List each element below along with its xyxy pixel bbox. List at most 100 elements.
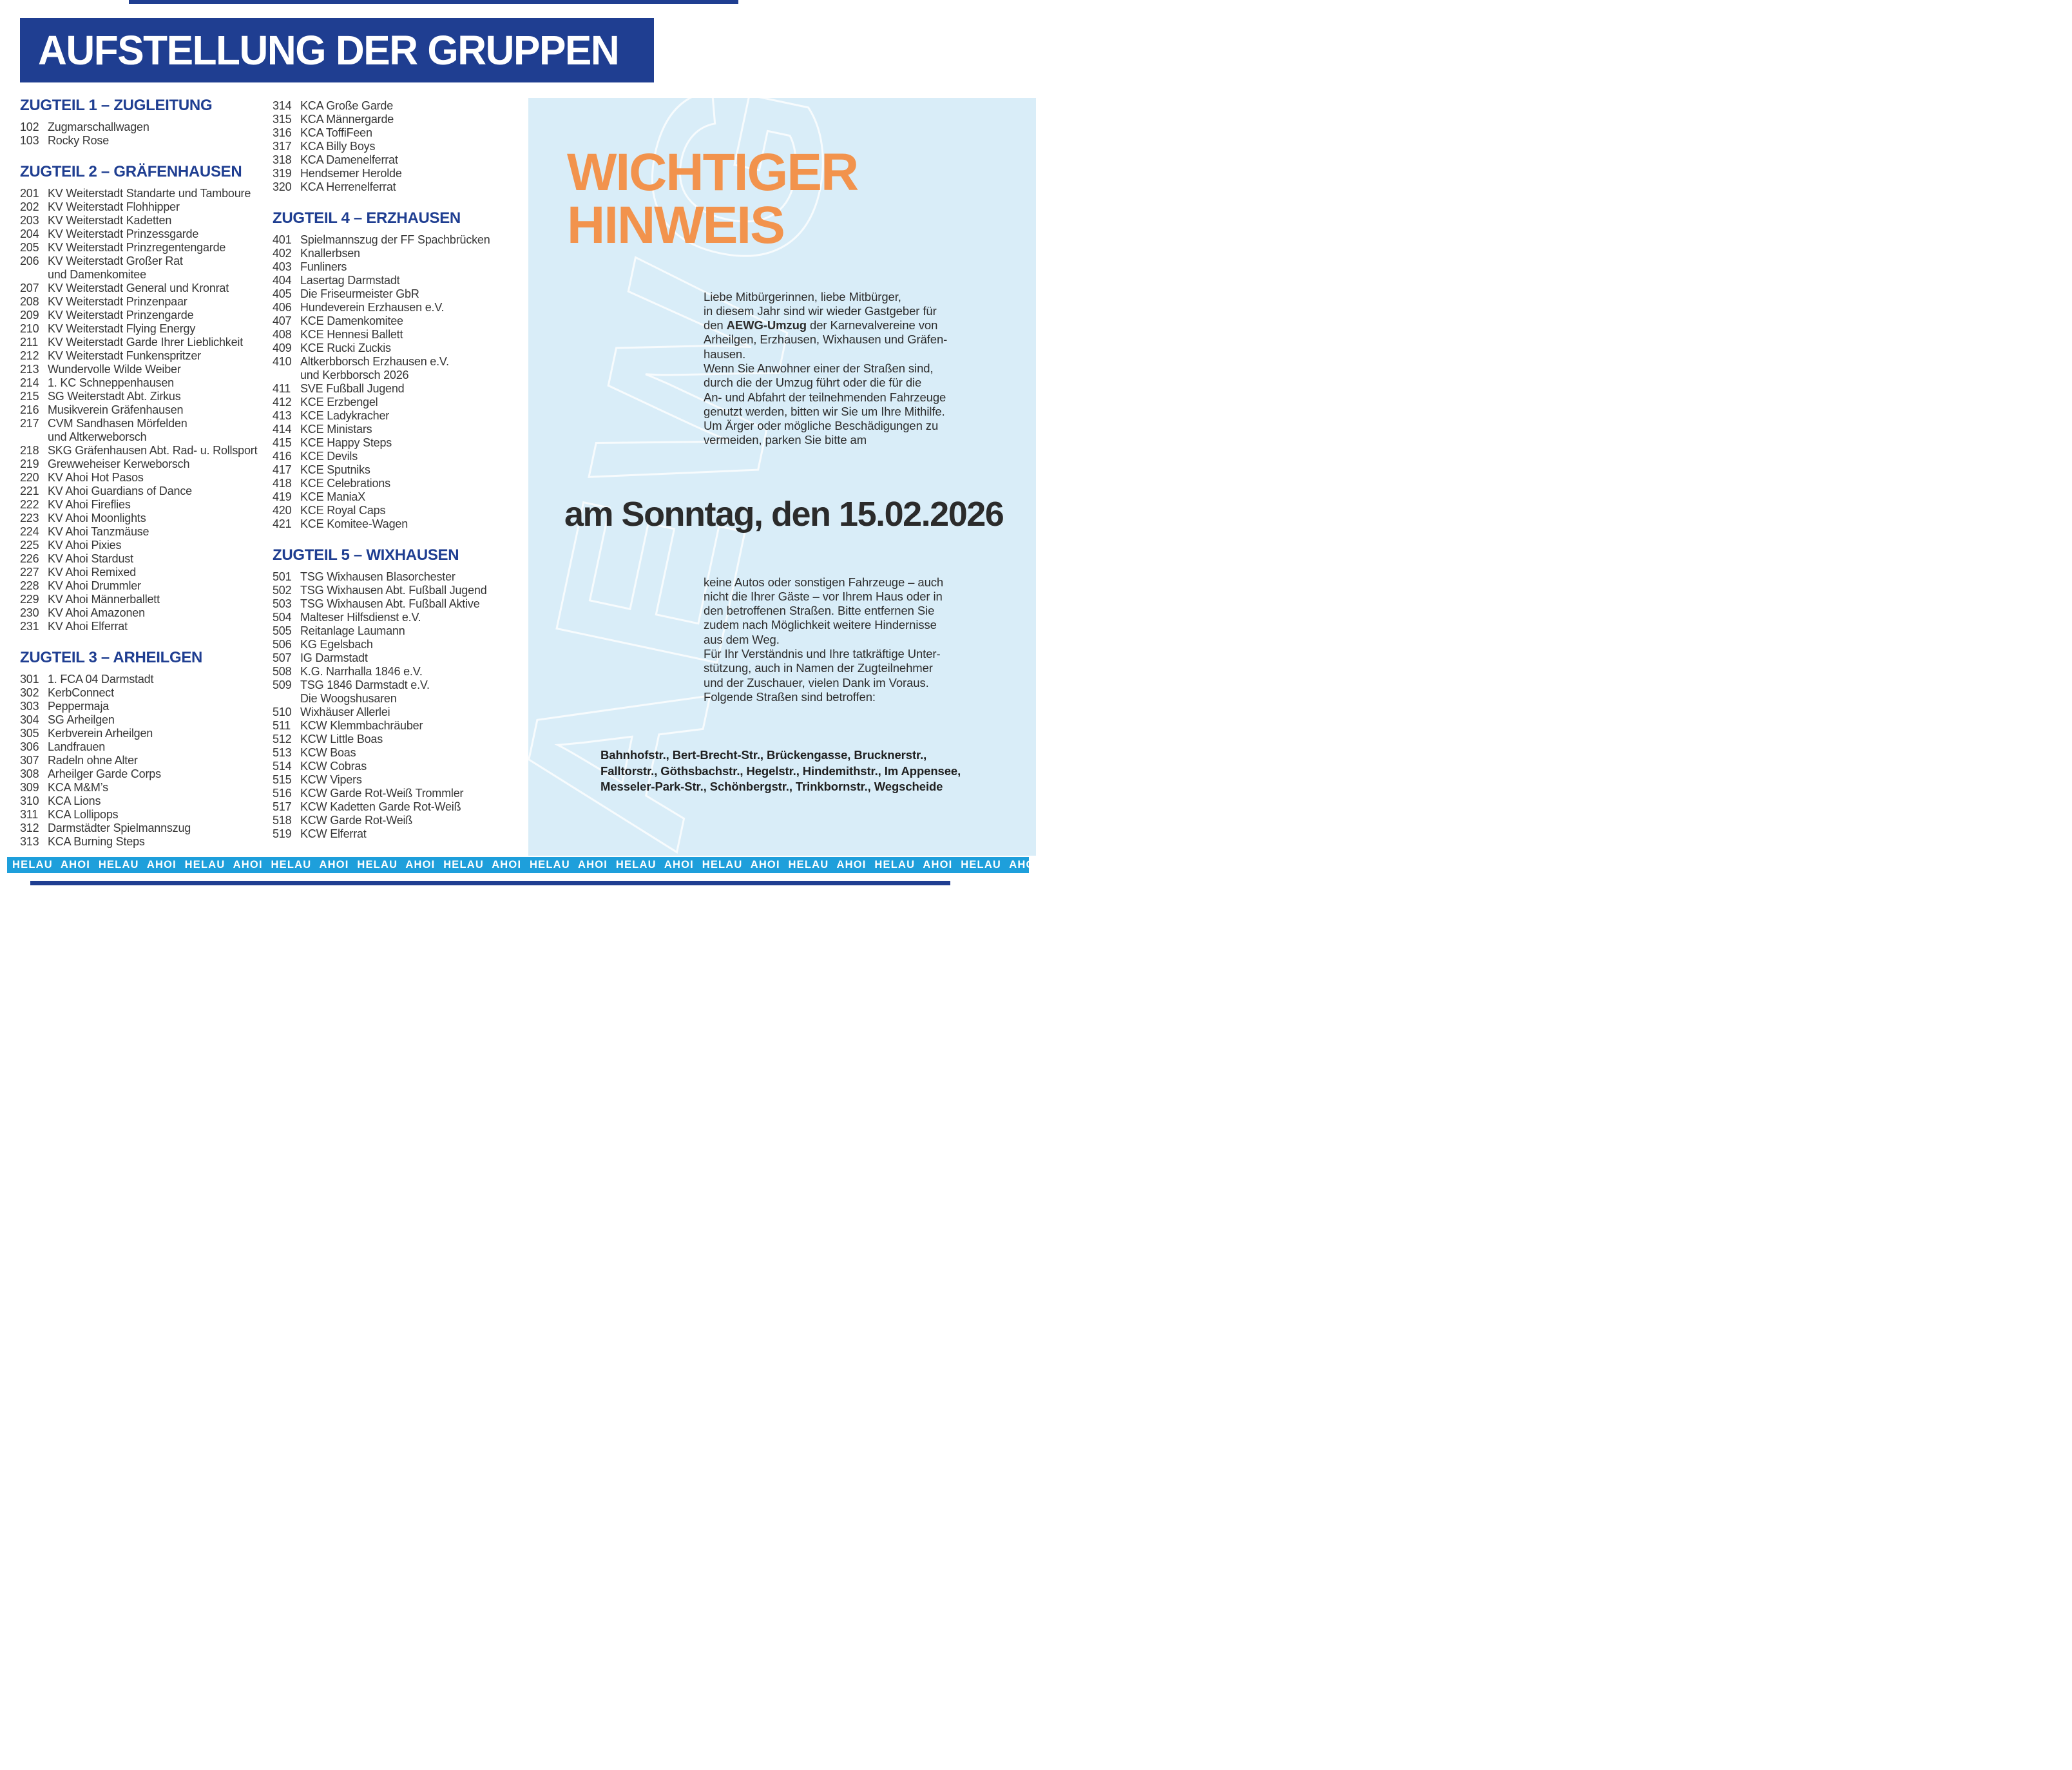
- item-name: KCA Herrenelferrat: [300, 180, 396, 193]
- item-number: 407: [273, 314, 292, 327]
- list-item: 412 KCE Erzbengel: [273, 396, 525, 409]
- item-number: 302: [20, 686, 39, 699]
- item-number: 211: [20, 336, 39, 349]
- item-name: KCE ManiaX: [300, 490, 366, 503]
- list-item: 231 KV Ahoi Elferrat: [20, 620, 273, 633]
- item-name: Knallerbsen: [300, 247, 360, 260]
- item-name: KV Weiterstadt Großer Rat: [48, 255, 183, 267]
- item-number: 206: [20, 255, 39, 267]
- list-item: 203 KV Weiterstadt Kadetten: [20, 214, 273, 227]
- item-name: KCA ToffiFeen: [300, 126, 372, 139]
- list-item: 407 KCE Damenkomitee: [273, 314, 525, 328]
- item-name: KCE Devils: [300, 450, 358, 463]
- list-item: 214 1. KC Schneppenhausen: [20, 376, 273, 390]
- item-number: 318: [273, 153, 292, 166]
- item-name: KCE Sputniks: [300, 463, 370, 476]
- list-item: 408 KCE Hennesi Ballett: [273, 328, 525, 341]
- item-number: 204: [20, 227, 39, 240]
- item-name: KCE Ladykracher: [300, 409, 390, 422]
- item-number: 313: [20, 835, 39, 848]
- column-left: ZUGTEIL 1 – ZUGLEITUNG 102 Zugmarschallw…: [20, 97, 273, 864]
- item-name: KV Ahoi Moonlights: [48, 512, 146, 524]
- item-number: 309: [20, 781, 39, 794]
- list-item: 317 KCA Billy Boys: [273, 140, 525, 153]
- item-name: KCW Garde Rot-Weiß: [300, 814, 413, 827]
- item-number: 519: [273, 827, 292, 840]
- list-item: 506 KG Egelsbach: [273, 638, 525, 651]
- list-item: 404 Lasertag Darmstadt: [273, 274, 525, 287]
- item-number: 312: [20, 822, 39, 834]
- list-item: 305 Kerbverein Arheilgen: [20, 727, 273, 740]
- item-name: KCE Happy Steps: [300, 436, 392, 449]
- item-number: 515: [273, 773, 292, 786]
- item-name: KCE Damenkomitee: [300, 314, 403, 327]
- item-number: 314: [273, 99, 292, 112]
- list-item: 406 Hundeverein Erzhausen e.V.: [273, 301, 525, 314]
- item-name: Grewweheiser Kerweborsch: [48, 457, 190, 470]
- item-number: 420: [273, 504, 292, 517]
- list-item: 511 KCW Klemmbachräuber: [273, 719, 525, 733]
- item-name: Landfrauen: [48, 740, 106, 753]
- item-number: 102: [20, 120, 39, 133]
- item-number: 310: [20, 794, 39, 807]
- item-number: 216: [20, 403, 39, 416]
- list-item: 312 Darmstädter Spielmannszug: [20, 822, 273, 835]
- item-name: KV Weiterstadt Prinzenpaar: [48, 295, 187, 308]
- item-name-continuation: und Damenkomitee: [48, 268, 146, 281]
- list-item: 517 KCW Kadetten Garde Rot-Weiß: [273, 800, 525, 814]
- item-name: KV Ahoi Amazonen: [48, 606, 145, 619]
- item-name: KV Ahoi Remixed: [48, 566, 137, 579]
- group-list: 501 TSG Wixhausen Blasorchester 502 TSG …: [273, 570, 525, 841]
- item-name: KCE Ministars: [300, 423, 372, 436]
- list-item: 301 1. FCA 04 Darmstadt: [20, 673, 273, 686]
- item-number: 501: [273, 570, 292, 583]
- list-item: 202 KV Weiterstadt Flohhipper: [20, 200, 273, 214]
- item-number: 512: [273, 733, 292, 746]
- list-item: 219 Grewweheiser Kerweborsch: [20, 457, 273, 471]
- item-name: KV Weiterstadt Standarte und Tamboure: [48, 187, 251, 200]
- item-number: 217: [20, 417, 39, 430]
- list-item: 413 KCE Ladykracher: [273, 409, 525, 423]
- item-name: KCA Billy Boys: [300, 140, 376, 153]
- item-number: 223: [20, 512, 39, 524]
- item-name: KV Weiterstadt Flohhipper: [48, 200, 180, 213]
- item-name-continuation: und Kerbborsch 2026: [300, 369, 409, 381]
- list-item: 501 TSG Wixhausen Blasorchester: [273, 570, 525, 584]
- item-number: 502: [273, 584, 292, 597]
- item-name: KCW Garde Rot-Weiß Trommler: [300, 787, 464, 800]
- group-list: 301 1. FCA 04 Darmstadt 302 KerbConnect …: [20, 673, 273, 849]
- item-name: KCW Boas: [300, 746, 356, 759]
- notice-paragraph-1-rest: der Karnevalvereine von Arheilgen, Erzha…: [704, 318, 948, 447]
- list-item: 403 Funliners: [273, 260, 525, 274]
- item-name: Arheilger Garde Corps: [48, 767, 161, 780]
- list-item: 221 KV Ahoi Guardians of Dance: [20, 485, 273, 498]
- item-name: Musikverein Gräfenhausen: [48, 403, 184, 416]
- item-number: 202: [20, 200, 39, 213]
- list-item: 215 SG Weiterstadt Abt. Zirkus: [20, 390, 273, 403]
- item-name: Hundeverein Erzhausen e.V.: [300, 301, 445, 314]
- item-number: 220: [20, 471, 39, 484]
- list-item: 504 Malteser Hilfsdienst e.V.: [273, 611, 525, 624]
- item-number: 319: [273, 167, 292, 180]
- item-name: KCE Komitee-Wagen: [300, 517, 408, 530]
- list-item: 208 KV Weiterstadt Prinzenpaar: [20, 295, 273, 309]
- item-number: 308: [20, 767, 39, 780]
- item-number: 410: [273, 355, 292, 368]
- list-item: 415 KCE Happy Steps: [273, 436, 525, 450]
- item-number: 402: [273, 247, 292, 260]
- list-item: 510 Wixhäuser Allerlei: [273, 706, 525, 719]
- item-name: Radeln ohne Alter: [48, 754, 138, 767]
- item-number: 516: [273, 787, 292, 800]
- item-name: K.G. Narrhalla 1846 e.V.: [300, 665, 423, 678]
- flyer-page: AUFSTELLUNG DER GRUPPEN ZUGTEIL 1 – ZUGL…: [0, 0, 1036, 885]
- item-number: 517: [273, 800, 292, 813]
- list-item: 210 KV Weiterstadt Flying Energy: [20, 322, 273, 336]
- notice-title: WICHTIGER HINWEIS: [567, 143, 859, 255]
- list-item: 220 KV Ahoi Hot Pasos: [20, 471, 273, 485]
- item-number: 205: [20, 241, 39, 254]
- item-name: SVE Fußball Jugend: [300, 382, 405, 395]
- item-number: 219: [20, 457, 39, 470]
- list-item: 516 KCW Garde Rot-Weiß Trommler: [273, 787, 525, 800]
- list-item: 416 KCE Devils: [273, 450, 525, 463]
- item-name: SKG Gräfenhausen Abt. Rad- u. Rollsport: [48, 444, 258, 457]
